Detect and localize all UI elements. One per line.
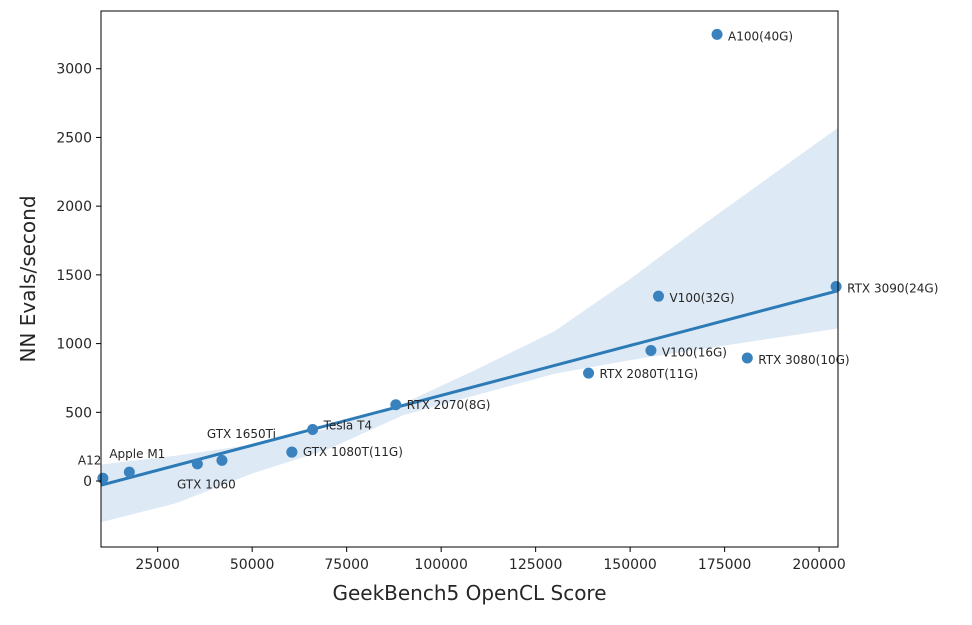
data-point [711, 28, 723, 40]
x-tick-label: 75000 [324, 557, 369, 573]
point-label: V100(32G) [669, 291, 734, 305]
data-point [741, 352, 753, 364]
confidence-band-layer [101, 127, 838, 523]
data-points-layer [97, 28, 842, 484]
point-label: Apple M1 [109, 447, 165, 461]
y-tick-label: 0 [83, 474, 92, 490]
data-point [216, 454, 228, 466]
data-point [390, 399, 402, 411]
plot-area-frame [100, 10, 839, 548]
point-label: A100(40G) [728, 29, 793, 43]
x-tick-label: 50000 [230, 557, 275, 573]
confidence-band [101, 127, 838, 523]
y-tick-label: 2500 [56, 130, 92, 146]
y-tick-label: 1000 [56, 337, 92, 353]
x-tick-label: 25000 [135, 557, 180, 573]
y-tick-label: 2000 [56, 199, 92, 215]
x-tick-label: 175000 [698, 557, 751, 573]
x-axis-ticks: 25000 50000 75000 100000 125000 150000 175000 2… [135, 547, 846, 573]
point-label: A12 [78, 453, 101, 467]
data-point [583, 367, 595, 379]
data-point [645, 344, 657, 356]
point-label: RTX 2070(8G) [407, 398, 491, 412]
point-labels-layer: A12 Apple M1 GTX 1060 GTX 1650Ti GTX 1080T(1… [78, 29, 939, 491]
point-label: RTX 2080T(11G) [600, 367, 699, 381]
point-label: GTX 1060 [177, 477, 236, 491]
point-label: GTX 1080T(11G) [303, 445, 403, 459]
point-label: Tesla T4 [323, 418, 372, 432]
regression-line-layer [101, 289, 838, 487]
data-point [123, 466, 135, 478]
x-tick-label: 200000 [792, 557, 845, 573]
x-tick-label: 125000 [509, 557, 562, 573]
y-axis-ticks: 0 500 1000 1500 2000 2500 3000 [56, 62, 101, 490]
data-point [286, 446, 298, 458]
y-axis-title: NN Evals/second [16, 195, 40, 362]
data-point [652, 290, 664, 302]
point-label: RTX 3090(24G) [847, 282, 938, 296]
point-label: V100(16G) [662, 345, 727, 359]
data-point [307, 423, 319, 435]
point-label: RTX 3080(10G) [758, 353, 849, 367]
x-tick-label: 150000 [603, 557, 656, 573]
y-tick-label: 1500 [56, 268, 92, 284]
regression-line [101, 289, 838, 487]
x-tick-label: 100000 [414, 557, 467, 573]
x-axis-title: GeekBench5 OpenCL Score [332, 581, 606, 605]
data-point [97, 472, 109, 484]
data-point [191, 458, 203, 470]
y-tick-label: 500 [65, 405, 92, 421]
data-point [830, 281, 842, 293]
y-tick-label: 3000 [56, 62, 92, 78]
point-label: GTX 1650Ti [207, 427, 276, 441]
